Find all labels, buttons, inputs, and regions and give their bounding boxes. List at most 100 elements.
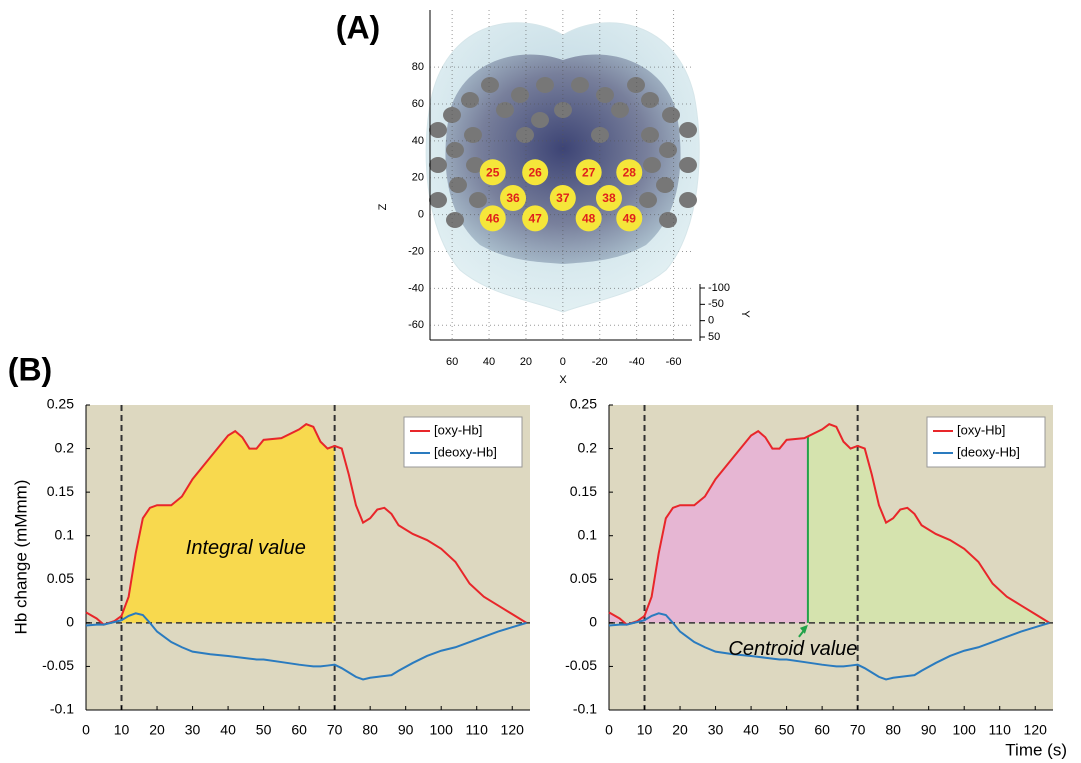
- legend-label: [deoxy-Hb]: [957, 444, 1020, 459]
- optode: [656, 177, 674, 193]
- x-tick-label: 90: [398, 722, 414, 738]
- optode: [641, 92, 659, 108]
- y-tick-label: 60: [412, 98, 424, 110]
- channel-label: 47: [528, 211, 542, 225]
- x-tick-label: 20: [672, 722, 688, 738]
- optode: [679, 192, 697, 208]
- legend-box: [403, 416, 523, 468]
- x-tick-label: 70: [850, 722, 866, 738]
- y-tick-label: 0.25: [570, 396, 597, 412]
- channel-label: 26: [528, 165, 542, 179]
- shaded-area: [807, 424, 1050, 623]
- centroid-arrowhead: [799, 624, 808, 634]
- x-tick-label: -60: [666, 356, 682, 368]
- optode: [511, 87, 529, 103]
- optodes: [429, 77, 697, 228]
- depth-tick-label: 50: [708, 331, 720, 343]
- y-tick-label: 20: [412, 172, 424, 184]
- depth-tick-label: -50: [708, 298, 724, 310]
- optode: [679, 122, 697, 138]
- y-tick-label: -0.05: [42, 657, 74, 673]
- x-tick-label: 80: [362, 722, 378, 738]
- optode: [429, 122, 447, 138]
- y-tick-label: 0.05: [47, 570, 74, 586]
- y-tick-label: 0.1: [55, 526, 75, 542]
- x-tick-label: 70: [327, 722, 343, 738]
- x-tick-label: 50: [779, 722, 795, 738]
- optode: [481, 77, 499, 93]
- optode: [469, 192, 487, 208]
- x-tick-label: 50: [256, 722, 272, 738]
- y-tick-label: 0: [589, 614, 597, 630]
- x-tick-label: 10: [114, 722, 130, 738]
- depth-tick-label: 0: [708, 315, 714, 327]
- x-tick-label: 0: [82, 722, 90, 738]
- optode: [446, 212, 464, 228]
- channel: [522, 159, 549, 186]
- optode: [464, 127, 482, 143]
- channel-label: 28: [623, 165, 637, 179]
- x-tick-label: -40: [629, 356, 645, 368]
- y-tick-label: 0: [418, 209, 424, 221]
- depth-tick-label: -100: [708, 282, 730, 294]
- x-tick-label: 120: [501, 722, 525, 738]
- series-line: [608, 423, 1050, 626]
- series-line: [85, 423, 527, 626]
- optode: [679, 157, 697, 173]
- x-tick-label: 110: [989, 722, 1012, 738]
- optode: [662, 107, 680, 123]
- y-tick-label: -0.05: [565, 657, 597, 673]
- x-tick-label: 40: [483, 356, 495, 368]
- y-tick-label: -60: [408, 319, 424, 331]
- legend-label: [oxy-Hb]: [434, 422, 482, 437]
- optode: [659, 142, 677, 158]
- optode: [536, 77, 554, 93]
- channel: [595, 185, 622, 212]
- x-axis-label: Time (s): [1005, 740, 1067, 759]
- channel: [575, 159, 602, 186]
- x-tick-label: 120: [1024, 722, 1048, 738]
- channel-label: 46: [486, 211, 500, 225]
- channel-label: 49: [623, 211, 637, 225]
- channel-label: 38: [602, 191, 616, 205]
- y-axis-label: Z: [377, 203, 389, 210]
- annotation: Integral value: [186, 537, 306, 559]
- y-tick-label: -40: [408, 282, 424, 294]
- x-tick-label: 60: [291, 722, 307, 738]
- optode: [611, 102, 629, 118]
- channel: [479, 159, 506, 186]
- shaded-area: [609, 431, 808, 625]
- x-tick-label: 40: [743, 722, 759, 738]
- optode: [659, 212, 677, 228]
- y-tick-label: 80: [412, 61, 424, 73]
- shaded-area: [121, 424, 335, 623]
- y-tick-label: -0.1: [50, 701, 74, 717]
- y-tick-label: 0.05: [570, 570, 597, 586]
- y-tick-label: 0.2: [578, 439, 598, 455]
- y-tick-label: -0.1: [573, 701, 597, 717]
- depth-axis-label: Y: [739, 310, 751, 318]
- optode: [571, 77, 589, 93]
- optode: [643, 157, 661, 173]
- channel: [549, 185, 576, 212]
- optode: [466, 157, 484, 173]
- optode: [641, 127, 659, 143]
- x-tick-label: 0: [605, 722, 613, 738]
- channel-label: 25: [486, 165, 500, 179]
- channel-label: 36: [506, 191, 520, 205]
- x-tick-label: 60: [814, 722, 830, 738]
- optode: [446, 142, 464, 158]
- optode: [496, 102, 514, 118]
- optode: [531, 112, 549, 128]
- panel-label: (B): [8, 351, 52, 387]
- y-tick-label: 0.25: [47, 396, 74, 412]
- channel: [616, 205, 643, 232]
- series-line: [85, 612, 527, 681]
- x-tick-label: 90: [921, 722, 937, 738]
- x-tick-label: 30: [185, 722, 201, 738]
- series-line: [608, 612, 1050, 681]
- channel: [575, 205, 602, 232]
- y-tick-label: 0.15: [47, 483, 74, 499]
- y-tick-label: 0: [66, 614, 74, 630]
